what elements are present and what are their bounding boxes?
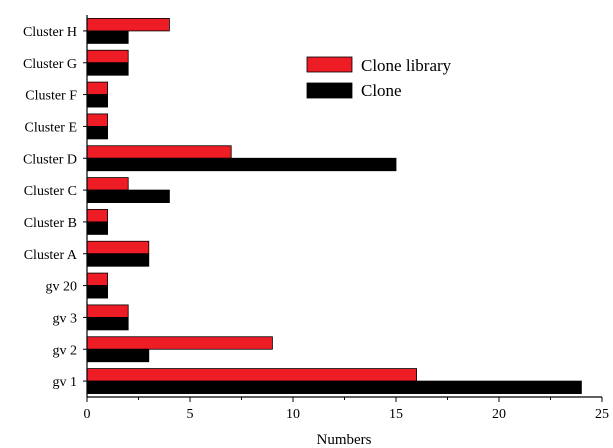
y-tick-label-cluster-d: Cluster D [23,152,77,167]
bar-clone-library-cluster-d [86,145,232,159]
legend-label-clone: Clone [361,81,402,100]
bar-clone-cluster-g [86,62,129,76]
y-tick-label-cluster-g: Cluster G [23,57,77,72]
bars-layer [86,18,582,394]
y-tick-label-cluster-a: Cluster A [24,248,78,263]
bar-clone-library-gv-20 [86,272,109,286]
y-tick-label-cluster-f: Cluster F [25,89,77,104]
bar-clone-gv-3 [86,317,129,331]
labels-layer: gv 1 gv 2 gv 3 gv 20 Cluster A Cluster B Clust… [23,25,609,422]
y-tick-label-cluster-h: Cluster H [23,25,77,40]
x-tick-label-5: 5 [187,407,194,422]
bar-clone-library-gv-3 [86,304,129,318]
y-tick-label-cluster-e: Cluster E [25,120,78,135]
legend-label-clone-library: Clone library [361,56,452,75]
x-tick-label-15: 15 [389,407,403,422]
y-tick-label-cluster-b: Cluster B [24,216,77,231]
bar-clone-cluster-d [86,157,397,172]
bar-clone-cluster-f [86,94,109,108]
x-tick-label-10: 10 [286,407,300,422]
x-tick-label-20: 20 [492,407,506,422]
bar-clone-library-cluster-f [86,81,109,95]
bar-clone-gv-2 [86,348,150,363]
legend: Clone library Clone [306,56,452,100]
bar-clone-cluster-a [86,253,150,267]
x-tick-label-25: 25 [595,407,609,422]
bar-clone-library-gv-1 [86,368,418,382]
legend-swatch-clone-library [306,56,353,73]
axes-layer [83,15,603,402]
x-axis-title: Numbers [317,432,372,448]
bar-clone-library-gv-2 [86,336,273,350]
y-tick-label-gv-3: gv 3 [53,311,78,326]
y-tick-label-gv-20: gv 20 [46,280,78,295]
bar-clone-library-cluster-a [86,240,150,255]
bar-clone-gv-20 [86,285,109,299]
y-tick-label-gv-2: gv 2 [53,343,78,358]
bar-clone-library-cluster-e [86,113,109,127]
bar-clone-cluster-b [86,221,109,235]
bar-clone-cluster-c [86,189,170,203]
bar-clone-library-cluster-b [86,209,109,223]
bar-clone-cluster-h [86,30,129,44]
bar-clone-gv-1 [86,380,582,394]
legend-swatch-clone [306,82,353,99]
y-tick-label-gv-1: gv 1 [53,375,78,390]
bar-clone-cluster-e [86,126,109,140]
bar-clone-library-cluster-g [86,49,129,64]
bar-clone-library-cluster-h [86,18,170,32]
y-tick-label-cluster-c: Cluster C [24,184,77,199]
bar-clone-library-cluster-c [86,177,129,191]
x-tick-label-0: 0 [84,407,91,422]
